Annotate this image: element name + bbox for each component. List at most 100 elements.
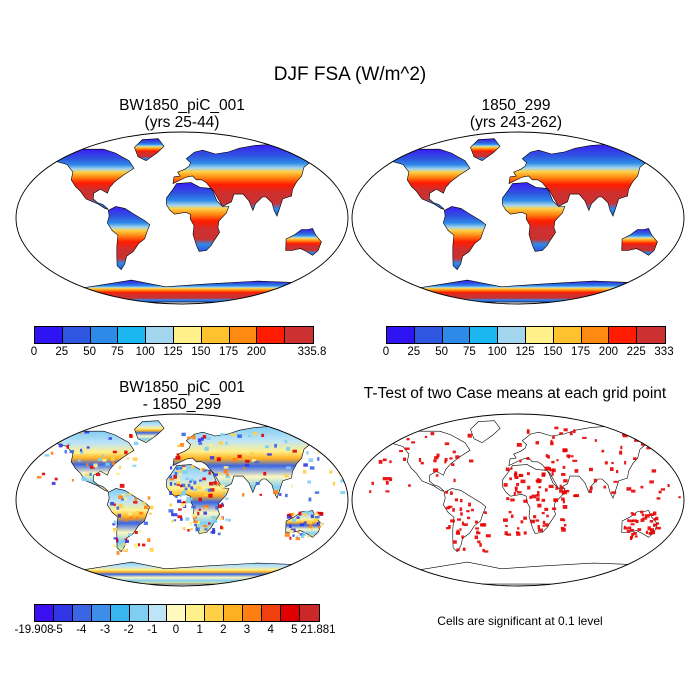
diff-cell <box>119 483 125 488</box>
diff-cell <box>215 505 218 510</box>
diff-cell <box>248 435 252 438</box>
colorbar-tick-label: 333 <box>654 346 674 358</box>
significant-cell <box>444 458 448 462</box>
significant-cell <box>537 525 541 529</box>
diff-cell <box>185 477 190 480</box>
significant-cell <box>452 540 457 544</box>
significant-cell <box>646 447 651 450</box>
significant-cell <box>547 467 552 471</box>
significant-cell <box>382 445 386 448</box>
significant-cell <box>634 535 638 538</box>
diff-cell <box>225 475 230 479</box>
diff-cell <box>185 454 190 457</box>
diff-cell <box>217 532 221 536</box>
colorbar-tick-label: 2 <box>220 624 227 636</box>
colorbar-box <box>414 327 443 343</box>
significant-cell <box>630 529 635 532</box>
diff-cell <box>181 483 186 488</box>
significant-cell <box>541 498 546 502</box>
map-panel-4 <box>350 412 686 588</box>
continent-greenland <box>134 420 165 444</box>
diff-cell <box>36 476 42 479</box>
diff-cell <box>191 505 196 509</box>
significant-cell <box>424 435 428 439</box>
colorbar-tick-label: 335.8 <box>297 346 327 358</box>
significant-cell <box>517 491 522 494</box>
diff-cell <box>118 465 122 470</box>
diff-cell <box>255 482 260 486</box>
colorbar-box <box>285 327 313 343</box>
significant-cell <box>406 438 410 441</box>
diff-cell <box>291 518 297 523</box>
diff-cell <box>121 494 125 497</box>
colorbar-tick-label: 200 <box>598 346 618 358</box>
diff-cell <box>136 516 139 521</box>
diff-cell <box>339 457 344 461</box>
significant-cell <box>420 461 424 465</box>
significant-cell <box>627 519 630 522</box>
diff-cell <box>310 526 313 531</box>
diff-cell <box>204 528 208 531</box>
diff-cell <box>285 493 288 498</box>
diff-cell <box>147 538 151 542</box>
diff-cell <box>302 532 307 536</box>
significant-cell <box>631 533 634 537</box>
colorbar-box <box>243 605 263 621</box>
colorbar-box <box>72 605 92 621</box>
significant-cell <box>648 532 653 535</box>
diff-cell <box>261 433 265 437</box>
diff-cell <box>169 478 175 481</box>
diff-cell <box>213 481 217 485</box>
diff-cell <box>318 525 321 529</box>
diff-cell <box>329 470 333 474</box>
diff-cell <box>307 480 312 484</box>
significant-cell <box>656 526 661 530</box>
diff-cell <box>176 481 181 485</box>
colorbar-box <box>553 327 582 343</box>
significant-cell <box>649 520 654 523</box>
diff-cell <box>113 528 118 532</box>
significant-cell <box>626 487 632 491</box>
diff-cell <box>142 501 146 505</box>
diff-cell <box>298 511 302 516</box>
significant-cell <box>527 429 530 432</box>
diff-cell <box>112 450 117 454</box>
colorbar-tick-label: -1 <box>147 624 158 636</box>
diff-cell <box>232 457 237 462</box>
colorbar-tick-label: 75 <box>462 346 476 358</box>
significant-cell <box>544 466 550 471</box>
colorbar-box <box>129 605 149 621</box>
significant-cell <box>514 471 518 475</box>
diff-cell <box>110 457 115 461</box>
colorbar-box <box>581 327 610 343</box>
significant-cell <box>399 450 403 453</box>
significant-cell <box>569 431 573 436</box>
diff-cell <box>67 442 71 447</box>
significant-cell <box>631 513 636 516</box>
significant-cell <box>572 459 578 462</box>
significant-cell <box>542 520 546 525</box>
diff-cell <box>205 507 208 510</box>
diff-cell <box>171 512 174 517</box>
diff-cell <box>302 513 308 517</box>
significant-cell <box>647 526 651 531</box>
diff-cell <box>188 497 193 501</box>
significant-cell <box>526 430 530 434</box>
diff-cell <box>133 441 139 446</box>
significant-cell <box>616 470 619 474</box>
diff-cell <box>139 511 144 515</box>
significant-cell <box>649 480 654 484</box>
map-border <box>351 131 685 305</box>
significant-cell <box>573 429 576 434</box>
colorbar-tick-label: 125 <box>515 346 535 358</box>
diff-cell <box>292 534 295 537</box>
significant-cell <box>654 523 658 526</box>
significant-cell <box>564 489 570 493</box>
diff-cell <box>90 449 96 453</box>
map-border <box>15 413 349 587</box>
diff-cell <box>308 497 312 502</box>
significant-cell <box>371 481 374 485</box>
diff-cell <box>144 505 149 510</box>
diff-cell <box>263 471 267 476</box>
diff-cell <box>218 441 224 445</box>
